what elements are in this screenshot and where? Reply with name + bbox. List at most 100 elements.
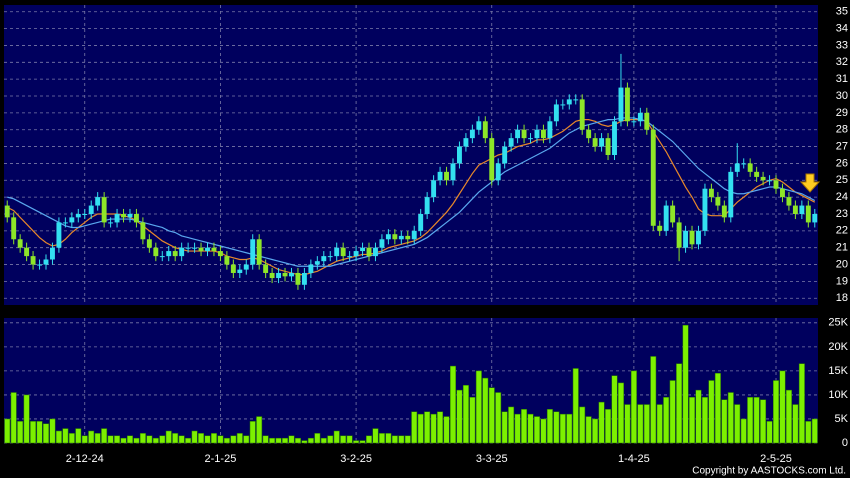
- candle-body: [495, 163, 501, 181]
- volume-bar: [81, 435, 88, 444]
- candle-body: [37, 264, 42, 266]
- volume-bar: [643, 404, 650, 444]
- candle-body: [340, 247, 346, 257]
- candle-body: [237, 269, 243, 273]
- volume-bar: [236, 433, 243, 444]
- candle-body: [767, 180, 773, 182]
- candle-body: [508, 138, 514, 147]
- volume-bar: [585, 416, 592, 444]
- candle-body: [172, 251, 178, 257]
- candle-body: [760, 176, 766, 181]
- candle-body: [95, 197, 101, 206]
- volume-bar: [592, 418, 599, 444]
- candle-body: [114, 213, 120, 223]
- y-tick-label: 25: [836, 174, 848, 186]
- candle-body: [62, 222, 68, 224]
- y-tick-label: 19: [836, 275, 848, 287]
- candle-body: [75, 213, 81, 218]
- candle-body: [256, 239, 262, 265]
- candle-body: [88, 205, 94, 214]
- candle-body: [69, 217, 75, 223]
- y-tick-label: 18: [836, 292, 848, 304]
- volume-bar: [391, 435, 398, 444]
- volume-bar: [165, 430, 172, 444]
- volume-bar: [443, 416, 450, 444]
- volume-panel: [4, 318, 818, 443]
- candle-body: [321, 256, 327, 262]
- candle-body: [230, 264, 236, 273]
- candle-body: [469, 129, 475, 139]
- volume-bar: [301, 440, 308, 444]
- candle-body: [56, 222, 62, 248]
- candle-body: [4, 205, 10, 218]
- candle-body: [799, 205, 805, 214]
- volume-bar: [617, 382, 624, 444]
- volume-bar: [275, 437, 282, 444]
- candle-body: [812, 213, 818, 223]
- candle-body: [327, 256, 333, 258]
- volume-bar: [527, 413, 534, 444]
- candle-body: [366, 247, 372, 257]
- x-tick-label: 3-2-25: [340, 453, 372, 465]
- candle-body: [153, 247, 159, 257]
- candle-body: [276, 272, 282, 279]
- volume-bar: [127, 435, 133, 444]
- candle-body: [573, 99, 579, 101]
- candle-body: [121, 213, 126, 218]
- candle-body: [353, 251, 359, 257]
- volume-bar: [501, 411, 508, 444]
- candle-body: [269, 272, 275, 279]
- candle-body: [805, 205, 811, 223]
- candle-body: [553, 104, 559, 122]
- candle-body: [702, 188, 708, 231]
- candle-body: [198, 247, 204, 252]
- candle-body: [450, 163, 456, 181]
- volume-bar: [424, 411, 431, 444]
- volume-bar: [469, 397, 476, 444]
- candle-body: [211, 247, 217, 252]
- candle-body: [773, 180, 779, 189]
- x-tick-label: 2-12-24: [66, 453, 104, 465]
- candle-body: [528, 138, 533, 140]
- volume-bar: [107, 435, 114, 444]
- candle-body: [631, 121, 637, 123]
- volume-bar: [411, 411, 418, 444]
- y-tick-label: 30: [836, 90, 848, 102]
- volume-bar: [785, 389, 792, 444]
- volume-bar: [36, 421, 43, 444]
- volume-bar: [366, 435, 372, 444]
- volume-bar: [62, 428, 69, 444]
- volume-bar: [566, 413, 573, 444]
- y-tick-label: 0: [842, 437, 848, 449]
- volume-bar: [249, 421, 256, 444]
- candle-body: [314, 261, 320, 265]
- volume-bar: [682, 324, 689, 444]
- volume-bar: [120, 437, 127, 444]
- volume-bar: [611, 375, 618, 444]
- volume-bar: [760, 399, 767, 444]
- candle-body: [133, 213, 139, 223]
- volume-bar: [353, 440, 360, 444]
- volume-bar: [559, 413, 566, 444]
- candle-body: [476, 121, 482, 130]
- volume-bar: [146, 435, 153, 444]
- volume-bar: [378, 433, 385, 444]
- volume-bar: [404, 435, 411, 444]
- candle-body: [605, 138, 611, 155]
- volume-bar: [385, 433, 392, 444]
- volume-bar: [23, 394, 30, 444]
- candle-body: [146, 239, 152, 248]
- volume-bar: [159, 435, 166, 444]
- y-tick-label: 32: [836, 56, 848, 68]
- volume-bar: [546, 409, 553, 444]
- volume-bar: [114, 435, 121, 444]
- volume-bar: [773, 380, 779, 444]
- volume-bar: [210, 433, 217, 444]
- volume-bar: [217, 435, 224, 444]
- candle-body: [127, 213, 133, 218]
- candle-body: [379, 239, 385, 248]
- candle-body: [741, 163, 747, 165]
- volume-bar: [152, 437, 159, 444]
- y-tick-label: 33: [836, 39, 848, 51]
- volume-bar: [30, 421, 37, 444]
